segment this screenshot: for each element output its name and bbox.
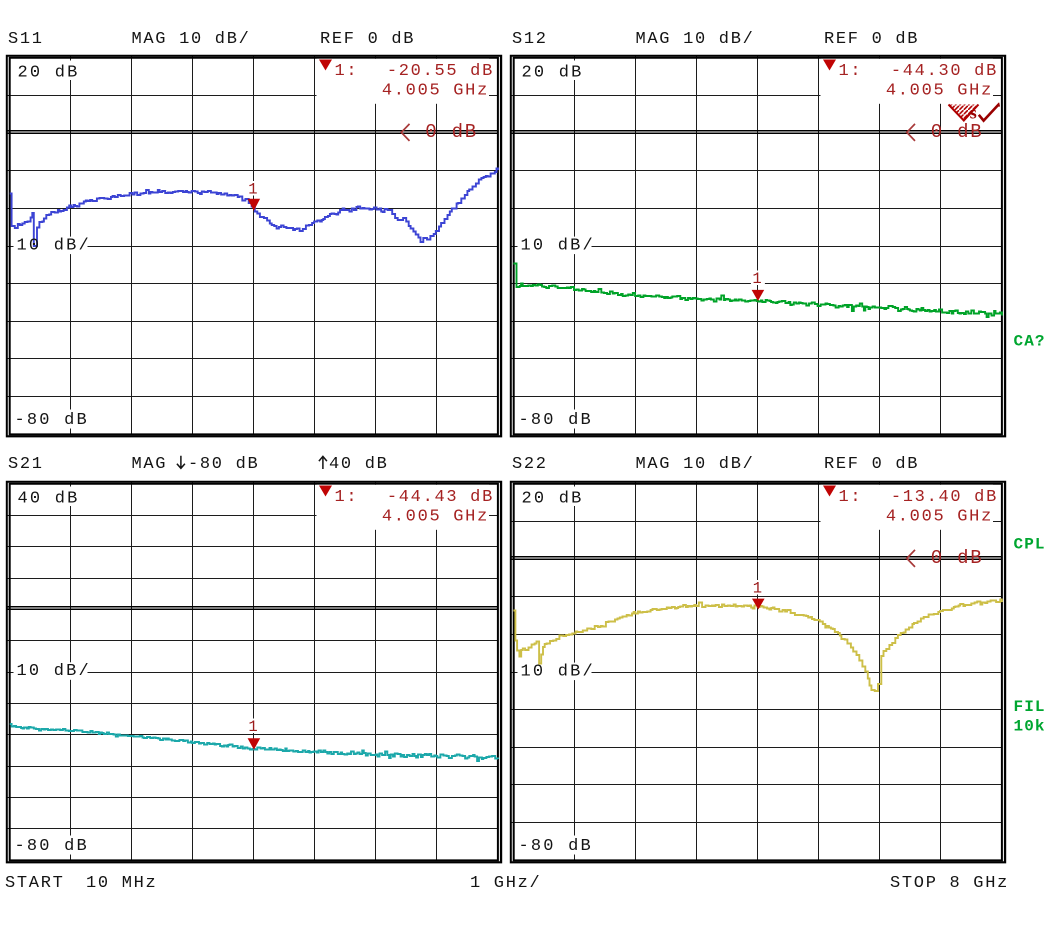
svg-text:S11: S11 bbox=[8, 30, 44, 49]
svg-text:dB: dB bbox=[452, 121, 478, 143]
svg-text:dB: dB bbox=[957, 547, 983, 569]
svg-text:-80 dB: -80 dB bbox=[15, 411, 89, 430]
svg-text:0: 0 bbox=[931, 121, 944, 143]
svg-text:1:: 1: bbox=[839, 488, 863, 507]
svg-text:10 dB/: 10 dB/ bbox=[521, 662, 595, 681]
svg-text:-13.40 dB: -13.40 dB bbox=[891, 488, 998, 507]
svg-text:-44.30 dB: -44.30 dB bbox=[891, 62, 998, 81]
svg-text:20 dB: 20 dB bbox=[18, 63, 80, 82]
svg-text:10 dB/: 10 dB/ bbox=[521, 236, 595, 255]
svg-text:MAG 10 dB/: MAG 10 dB/ bbox=[636, 455, 755, 474]
svg-text:FIL: FIL bbox=[1014, 698, 1046, 716]
svg-text:1:: 1: bbox=[335, 62, 359, 81]
svg-text:S22: S22 bbox=[512, 455, 548, 474]
svg-text:REF 0 dB: REF 0 dB bbox=[824, 30, 919, 49]
svg-text:4.005 GHz: 4.005 GHz bbox=[382, 81, 489, 100]
svg-text:4.005 GHz: 4.005 GHz bbox=[886, 507, 993, 526]
svg-text:MAG 10 dB/: MAG 10 dB/ bbox=[132, 30, 251, 49]
svg-text:20 dB: 20 dB bbox=[522, 489, 584, 508]
svg-text:20 dB: 20 dB bbox=[522, 63, 584, 82]
svg-text:4.005 GHz: 4.005 GHz bbox=[886, 81, 993, 100]
svg-text:START: START bbox=[5, 874, 65, 893]
svg-text:1: 1 bbox=[248, 181, 259, 199]
svg-text:0: 0 bbox=[425, 121, 438, 143]
svg-text:10k: 10k bbox=[1014, 718, 1046, 736]
svg-text:s: s bbox=[970, 103, 977, 123]
svg-text:4.005 GHz: 4.005 GHz bbox=[382, 507, 489, 526]
svg-text:REF 0 dB: REF 0 dB bbox=[320, 30, 415, 49]
svg-text:CA?: CA? bbox=[1014, 333, 1046, 351]
svg-text:-20.55 dB: -20.55 dB bbox=[387, 62, 494, 81]
svg-text:dB: dB bbox=[957, 121, 983, 143]
svg-text:1: 1 bbox=[248, 718, 259, 736]
svg-text:S12: S12 bbox=[512, 30, 548, 49]
svg-text:10 dB/: 10 dB/ bbox=[17, 662, 91, 681]
svg-text:0: 0 bbox=[931, 547, 944, 569]
svg-text:STOP 8 GHz: STOP 8 GHz bbox=[890, 874, 1009, 893]
svg-text:-80 dB: -80 dB bbox=[188, 455, 259, 474]
svg-text:1:: 1: bbox=[335, 488, 359, 507]
svg-text:40 dB: 40 dB bbox=[329, 455, 389, 474]
svg-text:40 dB: 40 dB bbox=[18, 489, 80, 508]
svg-text:1 GHz/: 1 GHz/ bbox=[470, 874, 541, 893]
svg-text:10 MHz: 10 MHz bbox=[86, 874, 157, 893]
svg-text:-80 dB: -80 dB bbox=[519, 411, 593, 430]
svg-text:-80 dB: -80 dB bbox=[519, 837, 593, 856]
svg-text:-80 dB: -80 dB bbox=[15, 837, 89, 856]
svg-text:MAG 10 dB/: MAG 10 dB/ bbox=[636, 30, 755, 49]
svg-text:1: 1 bbox=[753, 580, 764, 598]
svg-text:REF 0 dB: REF 0 dB bbox=[824, 455, 919, 474]
svg-text:CPL: CPL bbox=[1014, 536, 1046, 554]
svg-text:-44.43 dB: -44.43 dB bbox=[387, 488, 494, 507]
svg-text:10 dB/: 10 dB/ bbox=[17, 236, 91, 255]
svg-text:S21: S21 bbox=[8, 455, 44, 474]
svg-text:MAG: MAG bbox=[132, 455, 168, 474]
svg-text:1: 1 bbox=[752, 270, 763, 288]
svg-text:1:: 1: bbox=[839, 62, 863, 81]
